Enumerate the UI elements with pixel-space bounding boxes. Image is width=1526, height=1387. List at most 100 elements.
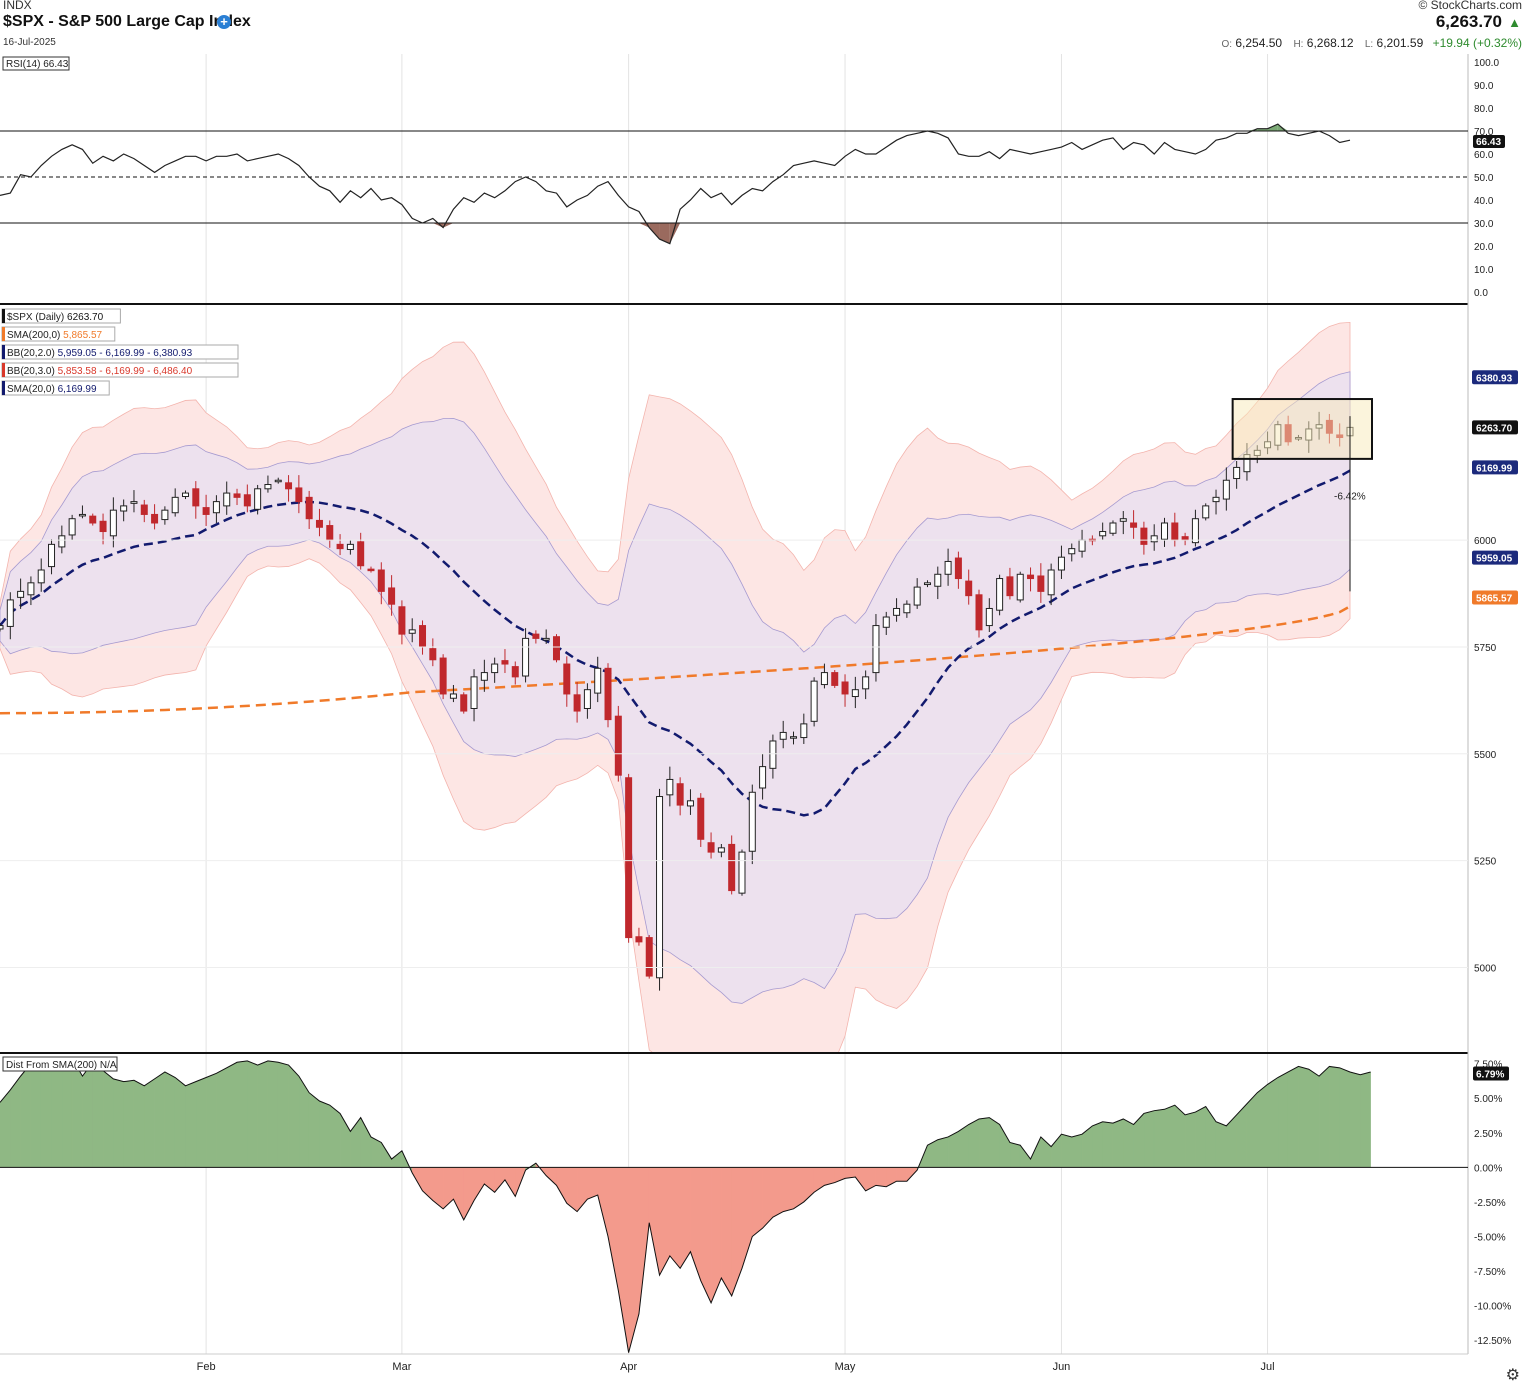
- dist-area-segment: [968, 1118, 980, 1168]
- candle-body: [78, 513, 86, 517]
- dist-legend: Dist From SMA(200) N/A: [6, 1060, 117, 1071]
- dist-area-segment: [463, 1167, 475, 1221]
- candle-body: [439, 657, 447, 695]
- dist-area-segment: [1092, 1121, 1103, 1168]
- gear-icon[interactable]: ⚙: [1505, 1367, 1520, 1384]
- candle-body: [171, 496, 179, 514]
- candle-body: [594, 667, 602, 694]
- candle-body: [975, 594, 983, 631]
- dist-tick-label: 5.00%: [1474, 1094, 1502, 1105]
- dist-area-segment: [1308, 1068, 1320, 1168]
- low-value: 6,201.59: [1376, 36, 1424, 50]
- price-tick-label: 6000: [1474, 536, 1497, 547]
- candle-body: [759, 766, 767, 789]
- candle-body: [851, 689, 859, 698]
- candle-body: [1006, 576, 1014, 597]
- rsi-tick-label: 90.0: [1474, 81, 1494, 92]
- dist-area-segment: [144, 1078, 155, 1168]
- x-tick-label: Apr: [620, 1361, 637, 1373]
- candle-body: [903, 603, 911, 614]
- add-icon[interactable]: +: [217, 15, 231, 29]
- dist-area-segment: [1050, 1133, 1062, 1168]
- dist-area-segment: [267, 1060, 279, 1168]
- sma200-badge-label: 5865.57: [1476, 594, 1513, 605]
- candle-body: [676, 783, 684, 806]
- dist-area-segment: [257, 1060, 269, 1168]
- candle-body: [1212, 496, 1220, 503]
- price-legend-swatch: [2, 381, 5, 395]
- candle-body: [295, 487, 303, 503]
- candle-body: [532, 633, 540, 639]
- candle-body: [254, 488, 262, 510]
- highlight-box: [1231, 398, 1374, 460]
- dist-area-segment: [1329, 1066, 1340, 1168]
- dist-area-segment: [226, 1061, 238, 1168]
- x-tick-label: Mar: [392, 1361, 411, 1373]
- dist-area-segment: [947, 1131, 959, 1168]
- candle-body: [264, 484, 272, 490]
- price-tick-label: 5250: [1474, 857, 1497, 868]
- dist-area-segment: [360, 1117, 372, 1168]
- dist-area-segment: [247, 1060, 258, 1168]
- dist-area-segment: [865, 1167, 877, 1192]
- candle-body: [965, 580, 973, 597]
- candle-body: [37, 569, 45, 584]
- candle-body: [583, 689, 591, 709]
- dist-area-segment: [185, 1081, 197, 1168]
- candle-body: [511, 666, 519, 678]
- dist-tick-label: 0.00%: [1474, 1163, 1502, 1174]
- dist-area-segment: [288, 1064, 300, 1168]
- candle-body: [68, 518, 76, 536]
- candle-body: [233, 493, 241, 498]
- price-legend-item: SMA(20,0) 6,169.99: [7, 384, 97, 395]
- candle-body: [243, 494, 251, 507]
- dist-area-segment: [545, 1167, 557, 1186]
- candle-body: [501, 660, 509, 665]
- dist-area-segment: [1143, 1110, 1155, 1168]
- dist-tick-label: -12.50%: [1474, 1336, 1511, 1347]
- dist-area-segment: [1071, 1133, 1083, 1168]
- candle-body: [130, 501, 138, 504]
- candle-body: [1037, 575, 1045, 592]
- price-legend-swatch: [2, 345, 5, 359]
- candle-body: [181, 492, 189, 497]
- candle-body: [944, 560, 952, 575]
- candle-body: [1161, 522, 1169, 540]
- dist-area-segment: [381, 1141, 392, 1168]
- dist-area-segment: [61, 1057, 73, 1168]
- candle-body: [522, 637, 530, 677]
- candle-body: [491, 663, 499, 674]
- candle-body: [326, 525, 334, 541]
- rsi-tick-label: 20.0: [1474, 242, 1494, 253]
- dist-area-segment: [1267, 1077, 1279, 1168]
- candle-body: [841, 681, 849, 695]
- dist-area-segment: [442, 1167, 454, 1210]
- candle-body: [0, 625, 4, 630]
- candle-body: [48, 543, 56, 568]
- dist-value-badge: [1473, 1066, 1509, 1081]
- dist-area-segment: [772, 1167, 784, 1218]
- candle-body: [1181, 536, 1189, 541]
- candle-body: [480, 672, 488, 681]
- candle-body: [1068, 548, 1076, 555]
- dist-area-segment: [628, 1167, 640, 1353]
- dist-area-segment: [1349, 1071, 1361, 1168]
- x-tick-label: May: [835, 1361, 856, 1373]
- dist-area-segment: [20, 1062, 32, 1168]
- dist-area-segment: [896, 1167, 908, 1182]
- dist-area-segment: [1318, 1065, 1330, 1168]
- candle-body: [820, 672, 828, 686]
- change-value: +19.94 (+0.32%): [1432, 36, 1522, 50]
- dist-area-segment: [679, 1167, 691, 1270]
- candle-body: [192, 488, 200, 507]
- last-price-badge: [1472, 420, 1518, 435]
- candle-body: [656, 796, 664, 979]
- candle-body: [934, 573, 942, 587]
- rsi-tick-label: 10.0: [1474, 265, 1494, 276]
- rsi-legend: RSI(14) 66.43: [6, 59, 69, 70]
- dist-area-segment: [30, 1057, 42, 1168]
- candle-body: [552, 636, 560, 661]
- candle-body: [686, 800, 694, 807]
- dist-area-segment: [1123, 1118, 1134, 1168]
- dist-area-segment: [329, 1104, 341, 1168]
